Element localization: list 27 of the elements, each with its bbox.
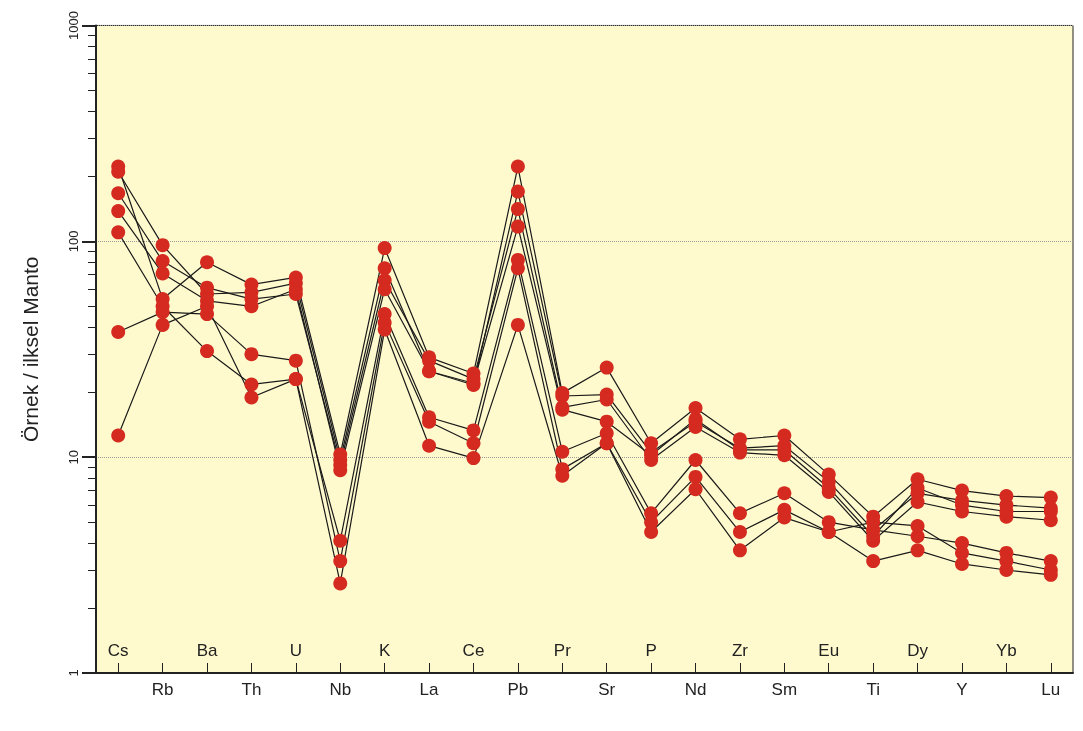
x-tick-label: Rb [151, 680, 174, 699]
x-tick-label: U [289, 641, 302, 660]
x-tick-label: Eu [818, 641, 840, 660]
x-tick-label: La [419, 680, 440, 699]
x-tick-label: Nb [329, 680, 352, 699]
y-tick-label: 10 [66, 449, 81, 465]
x-tick-label: Pr [553, 641, 572, 660]
x-tick-label: Sr [598, 680, 616, 699]
x-tick-label: Cs [107, 641, 129, 660]
x-tick-label: Dy [907, 641, 929, 660]
y-tick-label: 1000 [66, 11, 81, 40]
x-tick-label: Sm [771, 680, 798, 699]
x-tick-label: Lu [1041, 680, 1061, 699]
x-tick-label: Ba [196, 641, 218, 660]
y-tick-label: 100 [66, 230, 81, 253]
x-tick-label: Zr [731, 641, 749, 660]
x-tick-label: Pb [507, 680, 529, 699]
x-tick-label: Y [956, 680, 968, 699]
y-tick-label: 1 [66, 669, 81, 677]
y-axis-title: Örnek / ilksel Manto [19, 256, 42, 443]
x-tick-label: Ce [462, 641, 485, 660]
x-tick-label: Th [241, 680, 262, 699]
x-tick-label: Nd [684, 680, 707, 699]
x-tick-label: K [378, 641, 391, 660]
x-tick-label: P [645, 641, 657, 660]
x-tick-label: Ti [866, 680, 880, 699]
x-tick-label: Yb [995, 641, 1017, 660]
